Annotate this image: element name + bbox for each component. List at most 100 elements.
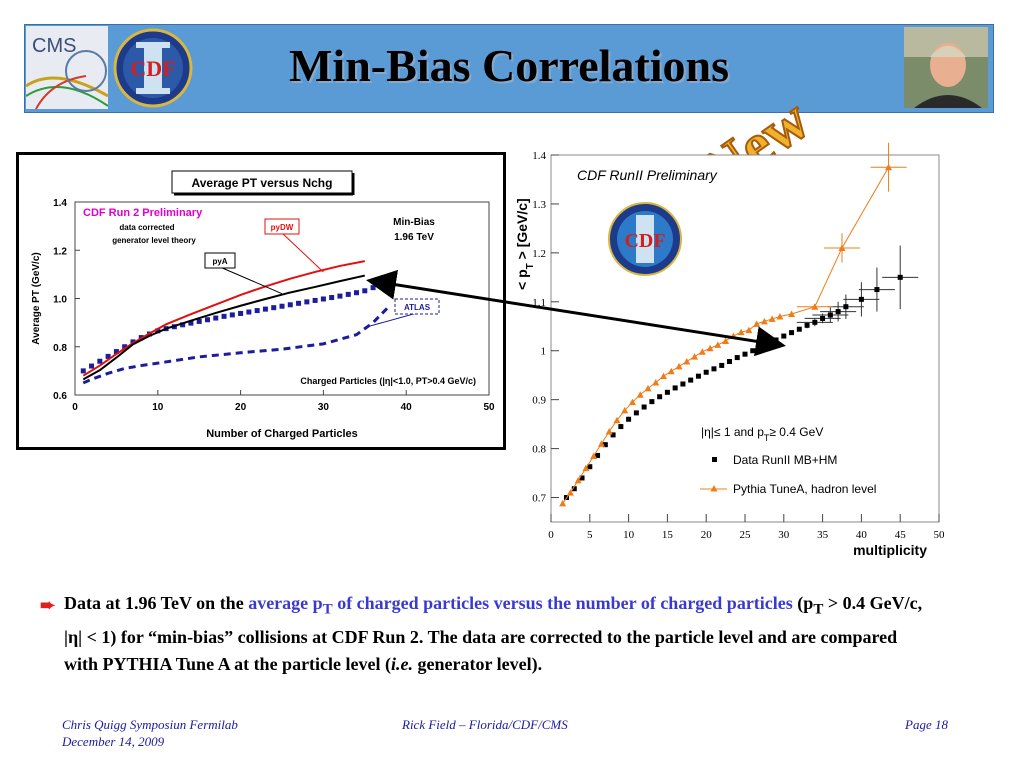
data-point — [89, 363, 95, 369]
y-tick-label: 1.1 — [532, 297, 546, 309]
data-point — [613, 416, 621, 424]
data-point — [271, 305, 277, 311]
data-point — [378, 281, 384, 287]
x-axis-label: multiplicity — [853, 542, 927, 558]
data-point — [695, 373, 701, 379]
data-point — [649, 399, 655, 405]
data-point — [262, 306, 268, 312]
data-point — [304, 299, 310, 305]
data-point — [579, 475, 585, 481]
y-tick-label: 1.2 — [53, 246, 67, 257]
preliminary-label: CDF Run 2 Preliminary — [83, 207, 203, 219]
annotation-text: data corrected — [119, 223, 174, 232]
data-point — [683, 357, 691, 365]
data-point — [370, 285, 376, 291]
series-line — [82, 260, 365, 377]
footer-author: Rick Field – Florida/CDF/CMS — [402, 717, 568, 732]
x-tick-label: 50 — [483, 402, 495, 413]
y-tick-label: 0.7 — [532, 493, 546, 505]
x-axis-label: Number of Charged Particles — [206, 428, 358, 440]
data-point — [80, 368, 86, 374]
energy-label: Min-Bias — [393, 217, 435, 228]
data-point — [587, 464, 593, 470]
data-point — [312, 297, 318, 303]
data-point — [559, 499, 567, 507]
atlas-label: ATLAS — [364, 298, 440, 328]
data-point — [628, 398, 636, 406]
data-point — [221, 313, 227, 319]
series-pya — [82, 274, 366, 381]
bullet-part: (p — [792, 593, 814, 613]
y-tick-label: 0.6 — [53, 391, 67, 402]
data-point — [636, 391, 644, 398]
x-tick-label: 10 — [623, 529, 635, 541]
data-point — [180, 322, 186, 328]
x-tick-label: 40 — [856, 529, 868, 541]
chart-title: CDF RunII Preliminary — [577, 167, 718, 183]
data-point — [675, 362, 683, 370]
y-tick-label: 1.3 — [532, 199, 546, 211]
data-point — [657, 394, 663, 400]
data-point — [566, 489, 574, 496]
data-point — [789, 330, 795, 336]
x-tick-label: 0 — [548, 529, 554, 541]
x-tick-label: 15 — [662, 529, 674, 541]
footer-page-number: Page 18 — [905, 717, 948, 732]
data-point — [827, 312, 833, 318]
slide-title: Min-Bias Correlations — [289, 40, 729, 91]
y-tick-label: 0.8 — [53, 343, 67, 354]
label-box — [264, 218, 300, 235]
y-tick-label: 1.0 — [53, 295, 67, 306]
data-point — [229, 312, 235, 318]
data-point — [835, 309, 841, 315]
legend-marker-pythia — [710, 485, 718, 492]
data-point — [843, 304, 849, 310]
footer-date: December 14, 2009 — [62, 734, 165, 749]
data-point — [590, 452, 598, 459]
data-point — [155, 328, 161, 334]
energy-label: 1.96 TeV — [394, 232, 434, 243]
cdf-logo: CDF — [113, 28, 193, 108]
data-point — [897, 274, 903, 280]
data-point — [329, 295, 335, 301]
label-leader — [281, 232, 324, 273]
chart-title-box: Average PT versus Nchg — [171, 170, 355, 196]
data-point — [812, 319, 818, 325]
data-point — [597, 440, 605, 447]
x-tick-label: 45 — [895, 529, 907, 541]
data-point — [246, 309, 252, 315]
data-point — [320, 296, 326, 302]
data-point — [742, 351, 748, 357]
right-chart: 0 5 10 15 20 25 30 35 40 45 50 0.7 0.8 0.9 1 1.1 1.2 1.3 1… — [514, 142, 946, 558]
data-point — [641, 404, 647, 410]
data-point — [387, 274, 393, 280]
data-point — [204, 317, 210, 323]
data-point — [652, 379, 660, 386]
footer-event: Chris Quigg Symposiun Fermilab — [62, 717, 238, 732]
label-text: pyA — [212, 257, 227, 266]
logo-label: CDF — [624, 230, 665, 252]
legend-header: |η|≤ 1 and pT≥ 0.4 GeV — [701, 425, 823, 443]
data-point — [885, 163, 893, 171]
data-point — [703, 369, 709, 375]
y-axis-label: Average PT (GeV/c) — [31, 252, 42, 344]
data-point — [874, 287, 880, 293]
data-point — [605, 427, 613, 435]
y-tick-label: 0.8 — [532, 444, 546, 456]
series-line — [82, 274, 366, 381]
presenter-photo — [904, 27, 988, 108]
data-point — [213, 315, 219, 321]
data-point — [97, 358, 103, 364]
bullet-part: > 0.4 GeV/c, |η| < 1) for “min-bias” col… — [64, 593, 923, 674]
data-point — [680, 381, 686, 387]
y-tick-label: 1 — [541, 346, 547, 358]
bullet-part: Data at 1.96 TeV on the — [64, 593, 249, 613]
y-tick-label: 1.2 — [532, 248, 546, 260]
x-tick-label: 50 — [934, 529, 946, 541]
data-point — [820, 315, 826, 321]
data-point — [287, 302, 293, 308]
data-point — [711, 366, 717, 372]
data-point — [858, 296, 864, 302]
series-atlas — [82, 304, 391, 385]
data-point — [691, 353, 699, 360]
